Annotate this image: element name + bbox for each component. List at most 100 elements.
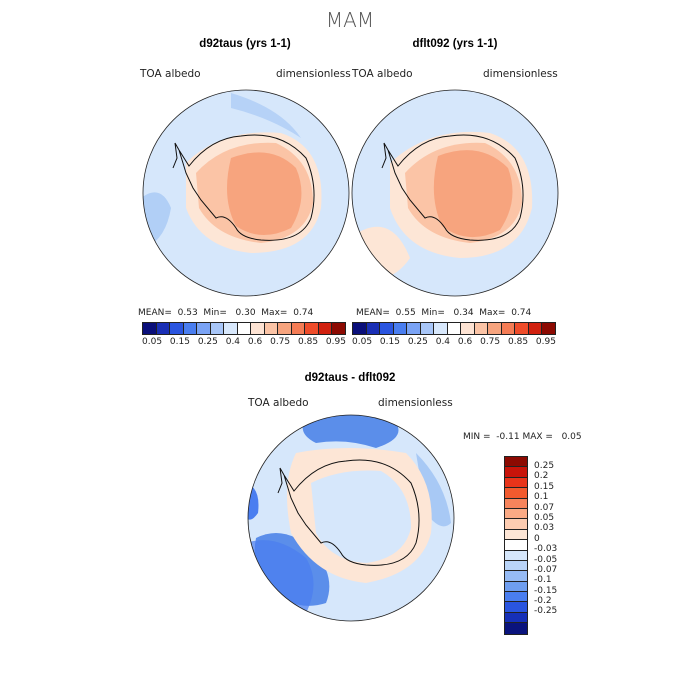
ocean-patch [231,93,301,138]
colorbar-swatch [380,323,394,334]
colorbar-swatch [505,612,527,624]
negative-anomaly-patch [302,415,399,448]
colorbar-swatch [505,623,527,634]
colorbar-swatch [420,323,435,334]
colorbar-tick-label: -0.07 [534,564,558,575]
colorbar-swatch [505,457,527,468]
colorbar-tick-label: -0.25 [534,606,558,617]
mean-label: MEAN= [356,308,390,318]
colorbar-swatch [505,581,527,593]
panel-1-map [142,89,350,297]
diff-colorbar-swatches [504,456,528,635]
map-border [247,414,455,622]
map-border [142,89,350,297]
max-value: 0.74 [511,308,532,318]
colorbar-tick-label: 0.25 [407,337,428,347]
colorbar-tick-label: -0.2 [534,596,552,607]
peninsula-coastline [172,142,180,169]
mean-value: 0.53 [177,308,198,318]
colorbar-tick-label: 0.75 [480,337,501,347]
colorbar-tick-label: -0.1 [534,575,552,586]
colorbar-swatch [447,323,462,334]
colorbar-swatch [278,323,292,334]
colorbar-swatch [505,592,527,603]
colorbar-tick-label: 0.6 [247,337,263,347]
colorbar-swatch [318,323,333,334]
colorbar-tick-label: 0.15 [534,481,555,492]
colorbar-swatch [170,323,184,334]
diff-map [247,414,455,622]
panel-1-title: d92taus (yrs 1-1) [199,38,291,50]
colorbar-swatch [237,323,252,334]
colorbar-swatch [505,477,527,489]
antarctica-salmon [227,152,302,236]
diff-colorbar-ticks: 0.25 0.2 0.15 0.1 0.07 0.05 0.03 0 -0.03 -0.05 -0.… [534,461,557,617]
diff-variable-label: TOA albedo [248,397,309,409]
colorbar-swatches [142,322,346,335]
min-value: -0.11 [496,432,520,442]
antarctica-interior [311,470,411,563]
colorbar-ticks: 0.05 0.15 0.25 0.4 0.6 0.75 0.85 0.95 [142,337,346,347]
colorbar-tick-label: 0.95 [325,337,346,347]
colorbar-swatch [505,508,527,520]
antarctica-salmon [433,150,513,238]
colorbar-tick-label: -0.03 [534,544,558,555]
min-label: Min= [421,308,445,318]
diff-panel-title: d92taus - dflt092 [304,372,396,384]
diff-units-label: dimensionless [378,397,453,409]
colorbar-swatch [505,498,527,509]
colorbar-swatch [156,323,171,334]
mean-value: 0.55 [395,308,416,318]
panel-1-units-label: dimensionless [276,68,351,80]
colorbar-swatch [461,323,475,334]
panel-2-colorbar: 0.05 0.15 0.25 0.4 0.6 0.75 0.85 0.95 [352,322,556,347]
colorbar-swatch [488,323,502,334]
colorbar-swatch [434,323,448,334]
min-value: 0.34 [453,308,474,318]
antarctica-coastline [387,134,524,241]
colorbar-swatch [393,323,408,334]
colorbar-tick-label: 0.03 [534,523,555,534]
max-label: MAX = [522,432,553,442]
colorbar-tick-label: 0.05 [534,512,555,523]
panel-1-stats: MEAN= 0.53 Min= 0.30 Max= 0.74 [138,308,313,318]
colorbar-tick-label: 0.6 [457,337,473,347]
colorbar-swatch [505,467,527,478]
colorbar-swatches [352,322,556,335]
min-value: 0.30 [235,308,256,318]
colorbar-swatch [505,560,527,572]
min-label: MIN = [463,432,491,442]
colorbar-swatch [542,323,555,334]
colorbar-swatch [224,323,238,334]
colorbar-swatch [505,519,527,530]
colorbar-swatch [197,323,211,334]
page-title: MAM [325,8,375,32]
max-label: Max= [479,308,506,318]
colorbar-tick-label: 0.05 [352,337,373,347]
colorbar-tick-label: 0.85 [298,337,319,347]
colorbar-swatch [474,323,489,334]
colorbar-swatch [353,323,367,334]
antarctica-coastline [178,134,315,241]
colorbar-tick-label: 0.15 [169,337,190,347]
colorbar-ticks: 0.05 0.15 0.25 0.4 0.6 0.75 0.85 0.95 [352,337,556,347]
peninsula-coastline [381,142,389,169]
panel-1-variable-label: TOA albedo [140,68,201,80]
colorbar-swatch [505,571,527,582]
colorbar-swatch [264,323,279,334]
colorbar-swatch [143,323,157,334]
colorbar-tick-label: 0.25 [534,461,555,471]
colorbar-swatch [305,323,319,334]
colorbar-tick-label: -0.05 [534,554,558,565]
colorbar-swatch [407,323,421,334]
panel-2-title: dflt092 (yrs 1-1) [412,38,498,50]
map-border [351,89,559,297]
colorbar-swatch [505,540,527,551]
antarctica-coastline [283,459,420,566]
colorbar-tick-label: 0.85 [508,337,529,347]
colorbar-tick-label: 0.4 [225,337,241,347]
peninsula-coastline [277,467,285,494]
max-value: 0.74 [293,308,314,318]
panel-2-map [351,89,559,297]
ocean-patch [416,453,451,527]
